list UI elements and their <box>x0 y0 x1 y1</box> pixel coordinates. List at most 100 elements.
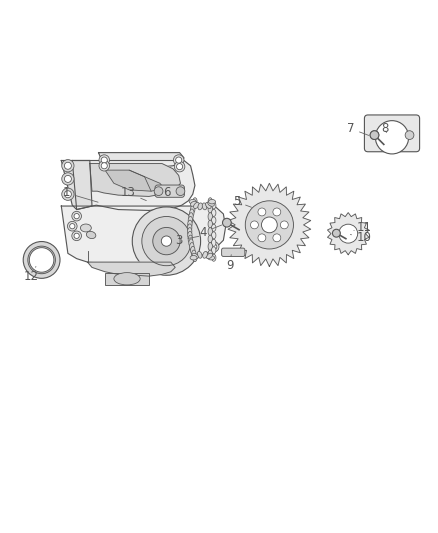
Text: 3: 3 <box>175 233 199 247</box>
Circle shape <box>161 236 172 246</box>
Circle shape <box>208 241 219 252</box>
Circle shape <box>62 159 74 172</box>
Ellipse shape <box>208 199 215 204</box>
Circle shape <box>72 211 81 221</box>
Polygon shape <box>105 170 164 191</box>
FancyBboxPatch shape <box>222 248 245 256</box>
Ellipse shape <box>191 201 196 209</box>
Text: 7: 7 <box>346 122 369 135</box>
Circle shape <box>99 155 110 165</box>
Ellipse shape <box>191 246 195 254</box>
Ellipse shape <box>208 213 212 221</box>
Circle shape <box>132 207 201 275</box>
Circle shape <box>245 201 293 249</box>
Ellipse shape <box>208 201 214 206</box>
Ellipse shape <box>187 224 192 232</box>
Text: 11: 11 <box>354 221 372 233</box>
Circle shape <box>153 228 180 255</box>
Ellipse shape <box>194 203 199 208</box>
Polygon shape <box>72 160 195 211</box>
Ellipse shape <box>212 232 216 239</box>
Circle shape <box>28 246 55 274</box>
Circle shape <box>177 164 183 169</box>
Polygon shape <box>328 213 369 255</box>
Circle shape <box>273 208 281 216</box>
Ellipse shape <box>208 205 212 213</box>
Circle shape <box>370 131 379 140</box>
Polygon shape <box>99 152 184 168</box>
Circle shape <box>176 157 182 163</box>
Circle shape <box>211 244 217 250</box>
Text: 5: 5 <box>233 195 251 208</box>
Circle shape <box>101 157 107 163</box>
Ellipse shape <box>212 202 216 209</box>
Polygon shape <box>88 262 175 276</box>
Ellipse shape <box>212 209 216 216</box>
Ellipse shape <box>190 209 194 217</box>
Circle shape <box>72 231 81 241</box>
Ellipse shape <box>193 198 197 206</box>
Circle shape <box>375 120 409 154</box>
Ellipse shape <box>202 203 207 210</box>
Ellipse shape <box>189 239 193 247</box>
Ellipse shape <box>208 243 212 251</box>
Ellipse shape <box>212 217 216 224</box>
Text: 1: 1 <box>63 187 98 202</box>
Ellipse shape <box>208 220 212 228</box>
Circle shape <box>154 187 163 196</box>
Ellipse shape <box>86 231 96 239</box>
Ellipse shape <box>189 199 196 204</box>
Text: 13: 13 <box>120 187 146 200</box>
Polygon shape <box>228 183 311 266</box>
Ellipse shape <box>191 250 196 258</box>
Ellipse shape <box>212 239 216 246</box>
Circle shape <box>280 221 288 229</box>
Circle shape <box>273 234 281 242</box>
Ellipse shape <box>114 273 140 285</box>
Ellipse shape <box>208 198 212 206</box>
Polygon shape <box>90 164 180 197</box>
Ellipse shape <box>189 213 193 221</box>
Ellipse shape <box>191 201 197 206</box>
Ellipse shape <box>205 203 211 208</box>
Circle shape <box>23 241 60 278</box>
Text: 6: 6 <box>163 187 171 199</box>
Ellipse shape <box>190 255 197 260</box>
Bar <box>105 273 149 285</box>
Circle shape <box>64 175 71 182</box>
Circle shape <box>173 155 184 165</box>
Circle shape <box>332 229 340 237</box>
Text: 8: 8 <box>381 122 388 135</box>
Text: 10: 10 <box>350 231 372 244</box>
Circle shape <box>62 188 74 200</box>
Ellipse shape <box>188 235 193 243</box>
Polygon shape <box>61 206 226 264</box>
Circle shape <box>261 217 277 233</box>
Ellipse shape <box>188 216 193 224</box>
Circle shape <box>29 248 54 272</box>
Text: 9: 9 <box>226 255 233 272</box>
Circle shape <box>405 131 414 140</box>
Circle shape <box>223 219 231 227</box>
Circle shape <box>74 233 79 238</box>
Circle shape <box>174 161 185 172</box>
Ellipse shape <box>212 247 216 254</box>
Ellipse shape <box>212 224 216 231</box>
Circle shape <box>74 214 79 219</box>
Text: 12: 12 <box>24 266 39 283</box>
Ellipse shape <box>188 220 192 228</box>
Ellipse shape <box>193 254 197 262</box>
Circle shape <box>64 191 71 198</box>
Ellipse shape <box>212 254 216 261</box>
Ellipse shape <box>203 252 208 258</box>
Ellipse shape <box>190 243 194 251</box>
Ellipse shape <box>206 253 212 259</box>
FancyBboxPatch shape <box>364 115 420 152</box>
Ellipse shape <box>192 253 198 259</box>
Ellipse shape <box>197 252 202 258</box>
Circle shape <box>70 223 75 229</box>
Ellipse shape <box>187 228 192 236</box>
Circle shape <box>99 160 110 171</box>
Circle shape <box>101 163 107 169</box>
Circle shape <box>251 221 258 229</box>
